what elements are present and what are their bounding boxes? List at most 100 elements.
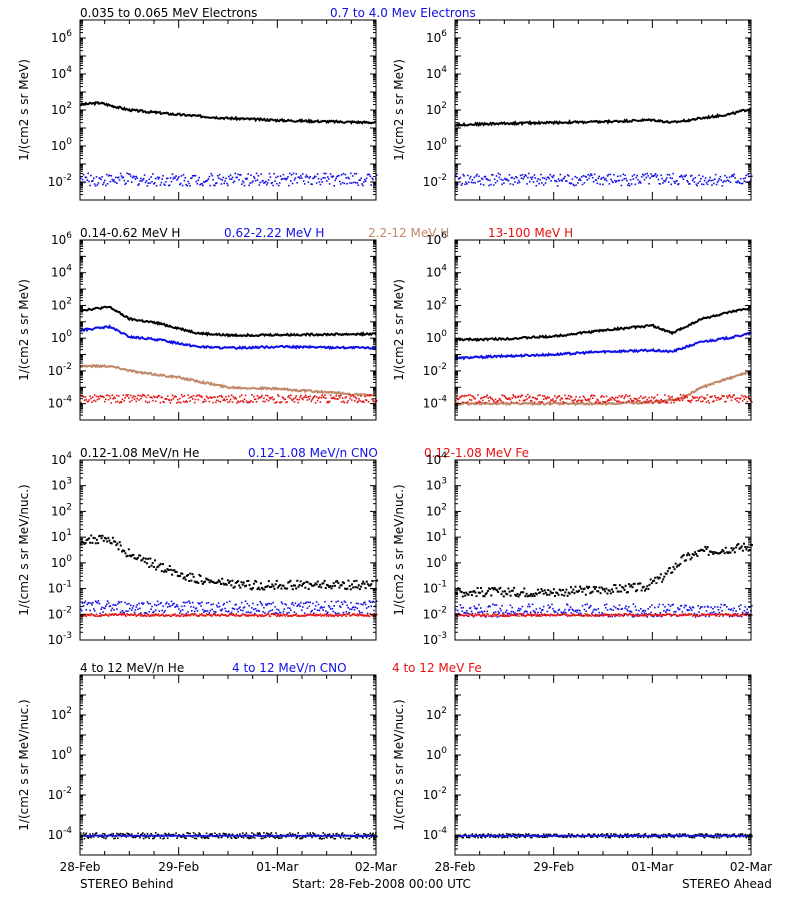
data-point — [537, 178, 539, 180]
data-point — [694, 396, 697, 399]
data-point — [153, 610, 155, 613]
y-tick-label: 106 — [51, 231, 72, 247]
data-point — [562, 400, 564, 403]
data-point — [673, 180, 675, 183]
data-point — [735, 546, 738, 549]
data-point — [140, 559, 143, 562]
data-point — [351, 614, 353, 617]
data-point — [139, 836, 141, 839]
data-point — [349, 608, 351, 610]
data-point — [351, 606, 354, 609]
data-point — [233, 585, 236, 588]
data-point — [535, 593, 538, 596]
data-point — [282, 610, 285, 613]
data-point — [734, 177, 736, 179]
data-point — [628, 400, 630, 402]
data-point — [597, 177, 600, 179]
data-point — [564, 613, 566, 615]
data-point — [724, 546, 727, 549]
data-point — [134, 557, 137, 560]
y-tick-label: 100 — [51, 554, 72, 570]
data-point — [547, 176, 550, 179]
data-point — [187, 613, 189, 616]
data-point — [554, 595, 556, 597]
data-point — [118, 834, 121, 836]
data-point — [721, 395, 723, 397]
data-point — [456, 615, 459, 617]
data-point — [240, 400, 242, 402]
data-point — [728, 394, 731, 396]
data-point — [290, 398, 293, 401]
data-point — [351, 608, 353, 611]
data-point — [262, 611, 264, 613]
data-point — [150, 608, 152, 610]
data-point — [700, 549, 703, 552]
data-point — [191, 836, 194, 838]
data-point — [132, 836, 135, 839]
data-point — [363, 582, 366, 585]
data-point — [478, 175, 480, 178]
data-point — [212, 613, 214, 616]
data-point — [364, 603, 367, 606]
data-point — [611, 180, 613, 183]
data-point — [364, 835, 367, 837]
data-point — [203, 610, 206, 612]
data-point — [288, 611, 290, 614]
data-point — [551, 613, 553, 616]
data-point — [567, 609, 570, 612]
data-point — [599, 401, 601, 404]
series-red — [80, 393, 378, 404]
data-point — [191, 610, 193, 612]
data-point — [270, 603, 273, 605]
data-point — [181, 572, 184, 575]
data-point — [708, 550, 711, 553]
data-point — [618, 179, 621, 182]
data-point — [273, 612, 275, 615]
data-point — [659, 183, 661, 185]
data-point — [191, 835, 194, 837]
data-point — [121, 833, 124, 835]
data-point — [172, 602, 175, 605]
data-point — [457, 178, 460, 180]
data-point — [89, 609, 91, 612]
data-point — [187, 180, 189, 183]
data-point — [654, 400, 657, 402]
data-point — [214, 184, 216, 187]
data-point — [729, 551, 732, 554]
data-point — [260, 835, 262, 837]
data-point — [229, 613, 232, 616]
data-point — [105, 837, 107, 840]
data-point — [86, 603, 89, 606]
data-point — [741, 613, 744, 615]
data-point — [283, 834, 286, 837]
series-line — [79, 305, 377, 338]
data-point — [162, 605, 164, 607]
data-point — [564, 394, 566, 397]
data-point — [566, 594, 569, 597]
data-point — [336, 175, 338, 178]
data-point — [312, 602, 314, 605]
data-point — [316, 834, 319, 837]
data-point — [689, 175, 692, 177]
data-point — [652, 614, 654, 617]
data-point — [83, 614, 86, 616]
data-point — [570, 614, 573, 617]
data-point — [153, 183, 155, 185]
data-point — [743, 180, 746, 182]
data-point — [588, 607, 590, 609]
data-point — [516, 613, 518, 615]
data-point — [230, 837, 233, 839]
data-point — [94, 400, 97, 403]
data-point — [567, 175, 570, 177]
data-point — [714, 612, 717, 615]
data-point — [465, 591, 468, 594]
data-point — [250, 611, 252, 614]
data-point — [628, 395, 631, 397]
data-point — [142, 179, 144, 181]
data-point — [374, 400, 376, 403]
data-point — [255, 401, 258, 403]
data-point — [584, 593, 587, 596]
data-point — [148, 178, 151, 181]
data-point — [143, 560, 146, 563]
data-point — [197, 398, 200, 401]
